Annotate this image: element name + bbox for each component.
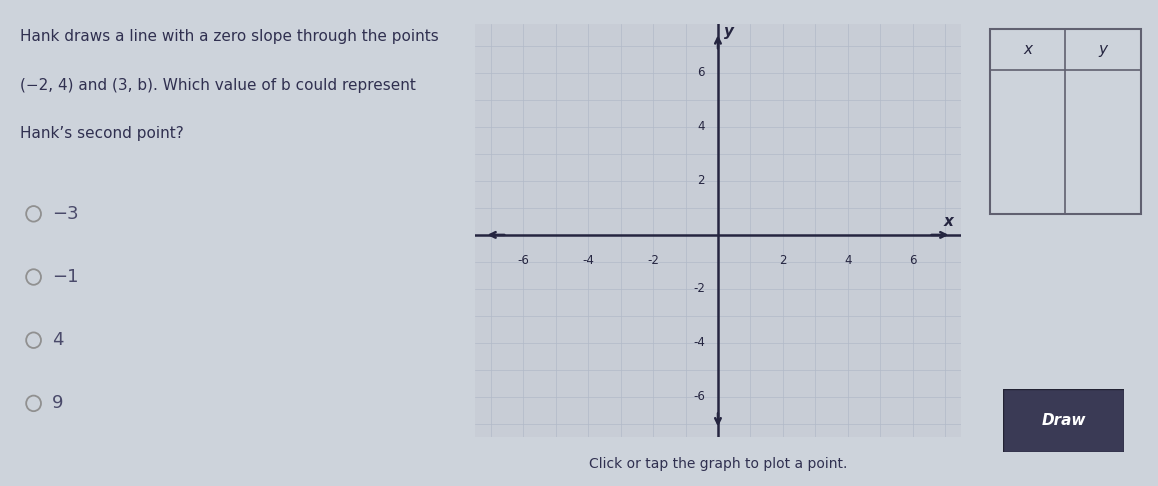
Text: -6: -6 xyxy=(518,254,529,267)
Text: x: x xyxy=(944,214,953,229)
Text: y: y xyxy=(1099,42,1107,57)
Text: -4: -4 xyxy=(582,254,594,267)
Text: 9: 9 xyxy=(52,394,64,413)
Text: 4: 4 xyxy=(697,121,705,133)
Text: −1: −1 xyxy=(52,268,79,286)
Text: -2: -2 xyxy=(694,282,705,295)
Text: 6: 6 xyxy=(697,67,705,79)
Text: Draw: Draw xyxy=(1041,413,1086,428)
Text: Hank’s second point?: Hank’s second point? xyxy=(20,126,183,141)
Text: x: x xyxy=(1024,42,1032,57)
Text: 6: 6 xyxy=(909,254,916,267)
Text: -4: -4 xyxy=(694,336,705,349)
Text: 2: 2 xyxy=(779,254,786,267)
Text: -2: -2 xyxy=(647,254,659,267)
Text: -6: -6 xyxy=(694,390,705,403)
Text: y: y xyxy=(724,23,734,38)
Text: (−2, 4) and (3, b). Which value of b could represent: (−2, 4) and (3, b). Which value of b cou… xyxy=(20,78,416,93)
Text: 4: 4 xyxy=(52,331,64,349)
Text: 2: 2 xyxy=(697,174,705,188)
Text: Hank draws a line with a zero slope through the points: Hank draws a line with a zero slope thro… xyxy=(20,29,439,44)
Text: Click or tap the graph to plot a point.: Click or tap the graph to plot a point. xyxy=(588,457,848,471)
Text: 4: 4 xyxy=(844,254,851,267)
Text: −3: −3 xyxy=(52,205,79,223)
